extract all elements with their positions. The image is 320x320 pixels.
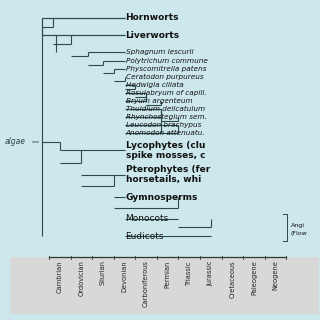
Text: Liverworts: Liverworts [126, 31, 180, 40]
Text: Permian: Permian [165, 260, 171, 288]
Text: Paleogene: Paleogene [251, 260, 257, 295]
Text: Rosulabryum of capill.: Rosulabryum of capill. [126, 90, 206, 96]
Text: algae: algae [4, 138, 25, 147]
Text: Neogene: Neogene [273, 260, 278, 290]
Text: Carboniferous: Carboniferous [143, 260, 149, 307]
Text: Pterophytes (fer
horsetails, whi: Pterophytes (fer horsetails, whi [126, 165, 210, 184]
Text: Physcomitrella patens: Physcomitrella patens [126, 66, 206, 72]
Text: Devonian: Devonian [122, 260, 128, 292]
Text: Bryum argenteum: Bryum argenteum [126, 98, 192, 104]
Text: Jurassic: Jurassic [208, 260, 214, 286]
Bar [10, 257, 319, 314]
Text: Silurian: Silurian [100, 260, 106, 285]
Text: Gymnosperms: Gymnosperms [126, 193, 198, 202]
Text: Leucodon brachypus: Leucodon brachypus [126, 122, 201, 128]
Text: (Flow: (Flow [291, 231, 307, 236]
Text: Cretaceous: Cretaceous [229, 260, 235, 298]
Text: Anomodon attenuatu.: Anomodon attenuatu. [126, 131, 205, 136]
Text: Hedwigia ciliata: Hedwigia ciliata [126, 82, 183, 88]
Text: Monocots: Monocots [126, 214, 169, 223]
Text: Sphagnum lescurii: Sphagnum lescurii [126, 49, 193, 55]
Text: Cambrian: Cambrian [57, 260, 63, 293]
Text: Lycophytes (clu
spike mosses, c: Lycophytes (clu spike mosses, c [126, 141, 205, 160]
Text: Rhynchostegium sem.: Rhynchostegium sem. [126, 114, 206, 120]
Text: Ceratodon purpureus: Ceratodon purpureus [126, 74, 203, 80]
Text: Hornworts: Hornworts [126, 13, 179, 22]
Text: Angi: Angi [291, 222, 305, 228]
Text: Triassic: Triassic [186, 260, 192, 285]
Text: Ordovician: Ordovician [78, 260, 84, 296]
Text: Thuidium delicatulum: Thuidium delicatulum [126, 106, 205, 112]
Text: Polytrichum commune: Polytrichum commune [126, 58, 207, 64]
Text: Eudicots: Eudicots [126, 232, 164, 241]
